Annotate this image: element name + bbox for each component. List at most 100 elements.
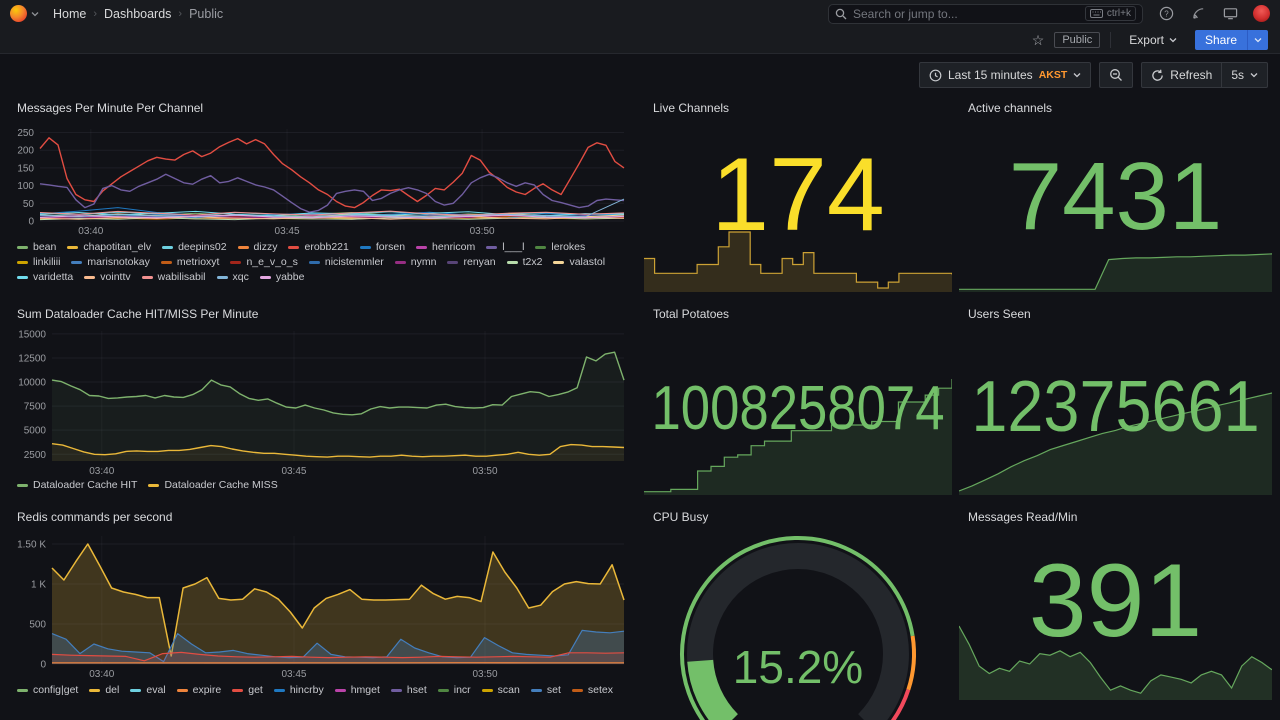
export-button[interactable]: Export [1121, 30, 1185, 50]
legend-label: set [546, 684, 561, 696]
legend-item[interactable]: get [232, 684, 263, 697]
star-icon[interactable]: ☆ [1031, 32, 1045, 48]
svg-text:03:40: 03:40 [89, 466, 114, 477]
svg-text:03:45: 03:45 [281, 466, 306, 477]
legend-color-dash [148, 484, 160, 487]
legend-item[interactable]: set [530, 684, 561, 697]
legend-label: marisnotokay [87, 256, 150, 268]
legend-item[interactable]: nicistemmler [308, 256, 384, 269]
svg-text:03:45: 03:45 [281, 669, 306, 680]
timeseries-chart[interactable]: 2500 5000 7500 10000 12500 15000 03:40 03:45 03:… [12, 323, 632, 477]
legend-item[interactable]: incr [437, 684, 471, 697]
legend-item[interactable]: eval [130, 684, 166, 697]
legend-item[interactable]: del [89, 684, 119, 697]
legend-item[interactable]: henricom [416, 241, 475, 254]
legend-item[interactable]: t2x2 [506, 256, 542, 269]
panel-title[interactable]: Sum Dataloader Cache HIT/MISS Per Minute [17, 307, 259, 321]
panel-users-seen: Users Seen 12375661 [959, 301, 1272, 495]
svg-text:1.50 K: 1.50 K [17, 540, 46, 551]
grafana-logo[interactable] [10, 5, 27, 22]
divider [1110, 32, 1112, 48]
legend-color-dash [437, 689, 449, 692]
legend-item[interactable]: lerokes [535, 241, 585, 254]
panel-title[interactable]: Messages Read/Min [968, 510, 1078, 524]
svg-text:03:50: 03:50 [472, 669, 497, 680]
timeseries-chart[interactable]: 0 500 1 K 1.50 K 03:40 03:45 03:50 [12, 528, 632, 680]
legend-item[interactable]: config|get [17, 684, 78, 697]
panel-title[interactable]: Total Potatoes [653, 307, 730, 321]
legend-item[interactable]: n_e_v_o_s [230, 256, 298, 269]
legend-item[interactable]: bean [17, 241, 56, 254]
panel-title[interactable]: Live Channels [653, 101, 730, 115]
legend-item[interactable]: dizzy [237, 241, 277, 254]
legend-item[interactable]: linkiliii [17, 256, 60, 269]
refresh-button[interactable]: Refresh [1142, 63, 1221, 87]
legend-color-dash [481, 689, 493, 692]
timezone-label: AKST [1038, 69, 1068, 81]
legend-label: erobb221 [304, 241, 349, 253]
svg-text:03:45: 03:45 [275, 226, 300, 237]
refresh-interval-picker[interactable]: 5s [1221, 63, 1267, 87]
legend-color-dash [17, 276, 28, 279]
legend-item[interactable]: Dataloader Cache MISS [148, 479, 278, 492]
legend-label: l___l [502, 241, 525, 253]
panel-title[interactable]: Messages Per Minute Per Channel [17, 101, 204, 115]
legend-item[interactable]: chapotitan_elv [67, 241, 151, 254]
help-icon[interactable]: ? [1157, 5, 1175, 23]
legend-item[interactable]: vointtv [84, 271, 131, 284]
zoom-out-button[interactable] [1100, 63, 1132, 87]
share-menu-arrow[interactable] [1247, 30, 1268, 50]
svg-text:2500: 2500 [24, 450, 47, 461]
panel-title[interactable]: Users Seen [968, 307, 1031, 321]
panel-title[interactable]: Redis commands per second [17, 510, 173, 524]
user-avatar[interactable] [1253, 5, 1270, 22]
monitor-icon[interactable] [1221, 5, 1239, 23]
breadcrumb-home[interactable]: Home [53, 6, 87, 21]
legend-item[interactable]: xqc [216, 271, 249, 284]
legend-label: hset [406, 684, 427, 696]
legend-item[interactable]: erobb221 [288, 241, 349, 254]
legend-item[interactable]: setex [571, 684, 613, 697]
sparkline [644, 379, 952, 495]
search-input[interactable] [853, 6, 1079, 21]
legend-color-dash [216, 276, 228, 279]
chevron-down-icon[interactable] [31, 10, 39, 18]
legend-item[interactable]: nymn [394, 256, 436, 269]
svg-text:0: 0 [40, 660, 46, 671]
news-rss-icon[interactable] [1189, 5, 1207, 23]
panel-title[interactable]: CPU Busy [653, 510, 709, 524]
legend-item[interactable]: hincrby [273, 684, 324, 697]
legend-item[interactable]: valastol [553, 256, 605, 269]
search-bar[interactable]: ctrl+k [828, 3, 1143, 24]
legend-color-dash [571, 689, 583, 692]
legend-label: metrioxyt [176, 256, 220, 268]
timeseries-chart[interactable]: 0 50 100 150 200 250 03:40 03:45 03:50 [12, 121, 632, 237]
legend-item[interactable]: deepins02 [162, 241, 227, 254]
legend-label: henricom [432, 241, 476, 253]
panel-title[interactable]: Active channels [968, 101, 1053, 115]
legend-item[interactable]: metrioxyt [160, 256, 220, 269]
legend-item[interactable]: renyan [447, 256, 496, 269]
legend-color-dash [535, 246, 547, 249]
legend-label: nicistemmler [324, 256, 384, 268]
legend-color-dash [334, 689, 346, 692]
legend-item[interactable]: forsen [359, 241, 405, 254]
legend-item[interactable]: scan [481, 684, 520, 697]
legend-item[interactable]: Dataloader Cache HIT [17, 479, 137, 492]
legend-item[interactable]: l___l [486, 241, 524, 254]
legend-item[interactable]: expire [176, 684, 221, 697]
share-button[interactable]: Share [1194, 30, 1268, 50]
legend-item[interactable]: wabilisabil [141, 271, 206, 284]
legend-item[interactable]: yabbe [259, 271, 304, 284]
svg-text:15000: 15000 [18, 329, 46, 340]
legend-item[interactable]: varidetta [17, 271, 73, 284]
legend-color-dash [232, 689, 244, 692]
svg-text:03:40: 03:40 [78, 226, 103, 237]
time-range-picker[interactable]: Last 15 minutes AKST [920, 63, 1090, 87]
svg-text:100: 100 [17, 181, 34, 192]
legend-item[interactable]: hset [390, 684, 427, 697]
svg-text:250: 250 [17, 128, 34, 139]
breadcrumb-dashboards[interactable]: Dashboards [104, 6, 172, 21]
legend-item[interactable]: marisnotokay [71, 256, 150, 269]
legend-item[interactable]: hmget [334, 684, 380, 697]
